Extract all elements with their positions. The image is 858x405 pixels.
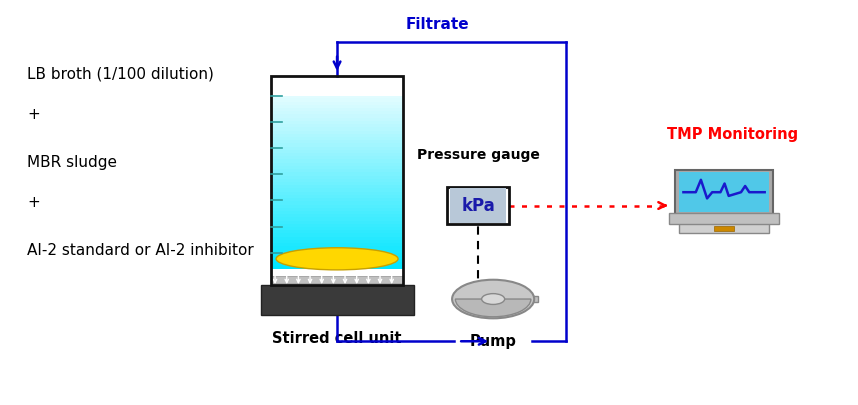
Bar — [271, 242, 403, 246]
Bar — [271, 258, 403, 262]
Bar — [271, 136, 403, 140]
Text: Pump: Pump — [469, 335, 517, 350]
Bar — [271, 78, 403, 82]
Bar — [271, 181, 403, 185]
Bar — [271, 111, 403, 115]
Bar — [271, 91, 403, 95]
Bar — [261, 285, 414, 315]
Bar — [271, 88, 403, 92]
Bar — [271, 194, 403, 198]
Bar — [271, 172, 403, 175]
Bar — [271, 133, 403, 137]
Bar — [271, 139, 403, 143]
Bar — [271, 117, 403, 121]
Bar — [271, 213, 403, 217]
Text: kPa: kPa — [462, 196, 495, 215]
Bar — [680, 172, 769, 212]
Circle shape — [452, 280, 535, 318]
Bar — [271, 98, 403, 102]
Bar — [450, 188, 506, 223]
Bar — [271, 252, 403, 256]
Bar — [516, 296, 538, 303]
Bar — [271, 197, 403, 201]
Bar — [271, 123, 403, 127]
Bar — [271, 226, 403, 230]
Bar — [271, 149, 403, 153]
Wedge shape — [456, 299, 531, 317]
Bar — [271, 200, 403, 205]
Bar — [271, 85, 403, 89]
Bar — [271, 220, 403, 224]
Bar — [680, 223, 769, 233]
Text: Filtrate: Filtrate — [406, 17, 469, 32]
Bar — [271, 130, 403, 134]
Bar — [271, 217, 403, 221]
Text: MBR sludge: MBR sludge — [27, 155, 117, 170]
Bar — [271, 162, 403, 166]
Bar — [271, 159, 403, 163]
Bar — [271, 230, 403, 233]
Bar — [271, 104, 403, 108]
Bar — [271, 223, 403, 227]
Bar — [271, 210, 403, 214]
Bar — [271, 255, 403, 259]
Ellipse shape — [276, 248, 398, 270]
Bar — [271, 245, 403, 249]
Bar — [271, 249, 403, 253]
Bar — [271, 178, 403, 182]
Bar — [271, 107, 403, 111]
Bar — [271, 175, 403, 179]
Text: LB broth (1/100 dilution): LB broth (1/100 dilution) — [27, 66, 214, 81]
Bar — [271, 204, 403, 208]
Bar — [271, 262, 403, 266]
Bar — [271, 75, 403, 79]
Bar — [271, 188, 403, 192]
Bar — [714, 226, 734, 231]
Bar — [271, 276, 403, 283]
Bar — [271, 184, 403, 188]
Bar — [271, 114, 403, 117]
Bar — [669, 213, 779, 224]
Text: +: + — [27, 107, 39, 121]
Circle shape — [481, 294, 505, 305]
Bar — [271, 165, 403, 169]
Bar — [271, 207, 403, 211]
Bar — [271, 168, 403, 173]
Bar — [271, 76, 403, 285]
Bar — [271, 76, 403, 96]
Bar — [271, 94, 403, 98]
Bar — [271, 239, 403, 243]
Text: Pressure gauge: Pressure gauge — [417, 148, 540, 162]
Bar — [271, 191, 403, 195]
Bar — [271, 126, 403, 130]
Bar — [271, 236, 403, 240]
Bar — [271, 101, 403, 105]
Bar — [271, 143, 403, 147]
Bar — [271, 265, 403, 269]
Bar — [271, 232, 403, 237]
Text: Stirred cell unit: Stirred cell unit — [272, 331, 402, 346]
Bar — [675, 170, 773, 214]
Text: +: + — [27, 195, 39, 210]
Bar — [271, 146, 403, 150]
Text: TMP Monitoring: TMP Monitoring — [667, 127, 798, 142]
Bar — [271, 152, 403, 156]
Bar — [271, 120, 403, 124]
Bar — [271, 81, 403, 85]
Bar — [447, 187, 510, 224]
Bar — [271, 156, 403, 160]
Text: AI-2 standard or AI-2 inhibitor: AI-2 standard or AI-2 inhibitor — [27, 243, 254, 258]
